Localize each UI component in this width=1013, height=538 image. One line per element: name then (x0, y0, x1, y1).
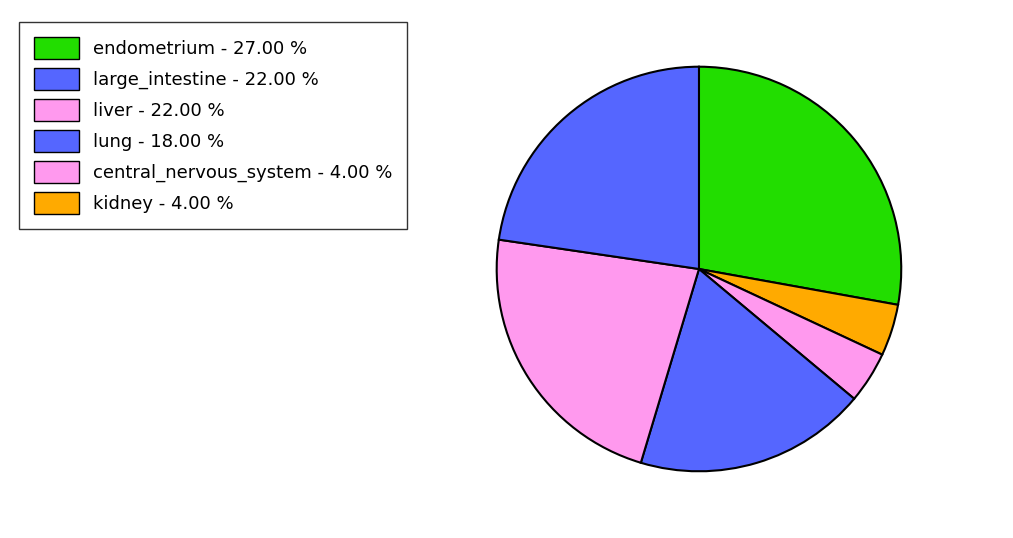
Wedge shape (699, 67, 902, 305)
Wedge shape (699, 269, 882, 399)
Wedge shape (498, 67, 699, 269)
Legend: endometrium - 27.00 %, large_intestine - 22.00 %, liver - 22.00 %, lung - 18.00 : endometrium - 27.00 %, large_intestine -… (19, 23, 407, 229)
Wedge shape (699, 269, 899, 355)
Wedge shape (496, 239, 699, 463)
Wedge shape (641, 269, 854, 471)
